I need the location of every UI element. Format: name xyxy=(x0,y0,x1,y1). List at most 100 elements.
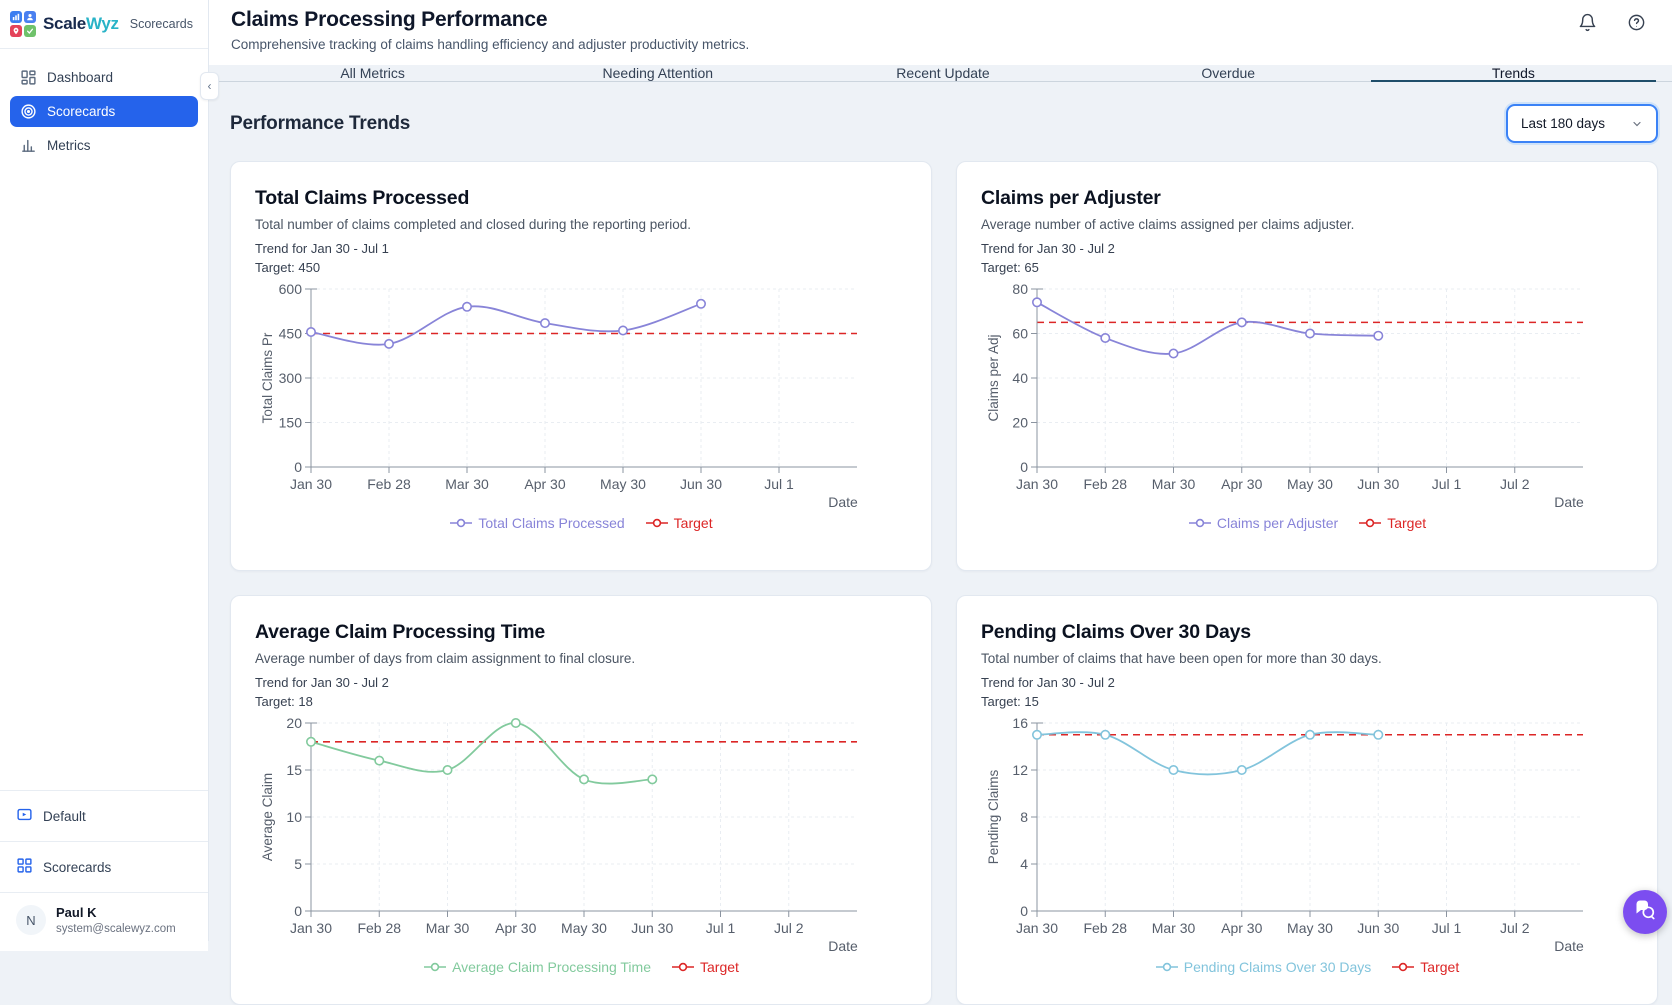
sidebar-item-label: Scorecards xyxy=(47,104,116,119)
legend-item-series[interactable]: Average Claim Processing Time xyxy=(423,959,651,975)
svg-text:0: 0 xyxy=(294,459,302,475)
svg-text:Date: Date xyxy=(828,938,858,954)
legend-item-target[interactable]: Target xyxy=(1358,515,1426,531)
chart-trend-range: Trend for Jan 30 - Jul 2 xyxy=(255,675,389,690)
svg-text:150: 150 xyxy=(279,415,303,431)
svg-text:15: 15 xyxy=(286,762,302,778)
legend-item-target[interactable]: Target xyxy=(645,515,713,531)
legend-item-series[interactable]: Total Claims Processed xyxy=(449,515,625,531)
line-chart[interactable]: 0 4 8 12 16 Jan 30 Feb 28 Mar 30 Apr 30 May 30 Jun… xyxy=(981,715,1633,957)
tab-trends[interactable]: Trends xyxy=(1370,65,1657,82)
svg-text:Jul 1: Jul 1 xyxy=(706,920,736,936)
svg-text:20: 20 xyxy=(286,715,302,731)
main-area: Claims Processing Performance Comprehens… xyxy=(209,0,1672,1005)
logo-tile-barchart-icon xyxy=(10,11,22,23)
chart-target-value: Target: 18 xyxy=(255,694,313,709)
sidebar: ScaleWyz Scorecards Dashboard Scorecards xyxy=(0,0,209,951)
legend-item-series[interactable]: Pending Claims Over 30 Days xyxy=(1155,959,1371,975)
svg-text:Date: Date xyxy=(1554,494,1584,510)
svg-text:5: 5 xyxy=(294,856,302,872)
tab-recent-update[interactable]: Recent Update xyxy=(896,65,990,81)
target-icon xyxy=(20,103,37,120)
workspace-label: Default xyxy=(43,808,86,824)
chart-trend-range: Trend for Jan 30 - Jul 1 xyxy=(255,241,389,256)
svg-text:Jan 30: Jan 30 xyxy=(290,920,332,936)
chart-description: Total number of claims completed and clo… xyxy=(255,217,691,232)
chart-trend-range: Trend for Jan 30 - Jul 2 xyxy=(981,241,1115,256)
svg-text:Jul 2: Jul 2 xyxy=(774,920,804,936)
help-icon[interactable] xyxy=(1627,13,1646,32)
svg-text:May 30: May 30 xyxy=(600,476,646,492)
svg-text:Date: Date xyxy=(828,494,858,510)
svg-text:450: 450 xyxy=(279,326,303,342)
logo-tile-pin-icon xyxy=(10,25,22,37)
metrics-tab-bar: All Metrics Needing Attention Recent Upd… xyxy=(209,65,1672,82)
legend-item-target[interactable]: Target xyxy=(1391,959,1459,975)
tab-all-metrics[interactable]: All Metrics xyxy=(340,65,405,81)
svg-text:0: 0 xyxy=(1020,903,1028,919)
svg-text:Jun 30: Jun 30 xyxy=(1357,476,1399,492)
svg-text:0: 0 xyxy=(294,903,302,919)
sidebar-nav: Dashboard Scorecards Metrics xyxy=(0,49,208,161)
svg-text:Feb 28: Feb 28 xyxy=(357,920,401,936)
line-chart[interactable]: 0 20 40 60 80 Jan 30 Feb 28 Mar 30 Apr 30 May 30 J… xyxy=(981,281,1633,513)
sidebar-item-metrics[interactable]: Metrics xyxy=(10,130,198,161)
avatar: N xyxy=(16,905,46,935)
tab-needing-attention[interactable]: Needing Attention xyxy=(602,65,714,81)
line-chart[interactable]: 0 150 300 450 600 Jan 30 Feb 28 Mar 30 Apr 30 May… xyxy=(255,281,907,513)
svg-text:Pending Claims: Pending Claims xyxy=(986,769,1001,864)
svg-text:10: 10 xyxy=(286,809,302,825)
legend-item-target[interactable]: Target xyxy=(671,959,739,975)
svg-text:Jul 2: Jul 2 xyxy=(1500,476,1530,492)
sidebar-item-scorecards[interactable]: Scorecards xyxy=(10,96,198,127)
chart-target-value: Target: 65 xyxy=(981,260,1039,275)
tab-overdue[interactable]: Overdue xyxy=(1201,65,1256,81)
workspace-selector[interactable]: Default xyxy=(0,790,208,841)
chart-card-avg-processing-time: Average Claim Processing Time Average nu… xyxy=(230,595,932,1005)
svg-text:12: 12 xyxy=(1012,762,1028,778)
user-menu[interactable]: N Paul K system@scalewyz.com xyxy=(0,892,208,951)
svg-text:Apr 30: Apr 30 xyxy=(495,920,536,936)
svg-text:Date: Date xyxy=(1554,938,1584,954)
charts-grid: Total Claims Processed Total number of c… xyxy=(230,161,1658,1005)
svg-text:Apr 30: Apr 30 xyxy=(524,476,565,492)
date-range-select[interactable]: Last 180 days xyxy=(1505,104,1658,143)
svg-text:0: 0 xyxy=(1020,459,1028,475)
legend-item-series[interactable]: Claims per Adjuster xyxy=(1188,515,1338,531)
svg-text:Jun 30: Jun 30 xyxy=(1357,920,1399,936)
section-title: Performance Trends xyxy=(230,112,411,134)
scalewyz-logo-icon xyxy=(10,11,36,37)
bar-chart-icon xyxy=(20,137,37,154)
svg-text:60: 60 xyxy=(1012,326,1028,342)
svg-text:May 30: May 30 xyxy=(1287,920,1333,936)
chart-description: Average number of days from claim assign… xyxy=(255,651,636,666)
notifications-icon[interactable] xyxy=(1578,13,1597,32)
svg-text:May 30: May 30 xyxy=(561,920,607,936)
chevron-left-icon: ‹ xyxy=(207,79,212,93)
svg-text:Apr 30: Apr 30 xyxy=(1221,476,1262,492)
user-name: Paul K xyxy=(56,905,97,920)
svg-text:4: 4 xyxy=(1020,856,1028,872)
svg-text:Feb 28: Feb 28 xyxy=(367,476,411,492)
line-chart[interactable]: 0 5 10 15 20 Jan 30 Feb 28 Mar 30 Apr 30 May 30 Ju… xyxy=(255,715,907,957)
chart-legend: Average Claim Processing Time Target xyxy=(255,959,907,975)
svg-text:Mar 30: Mar 30 xyxy=(445,476,489,492)
chart-card-claims-per-adjuster: Claims per Adjuster Average number of ac… xyxy=(956,161,1658,571)
sidebar-collapse-button[interactable]: ‹ xyxy=(200,72,219,100)
bottom-nav-scorecards[interactable]: Scorecards xyxy=(0,841,208,892)
chart-title: Average Claim Processing Time xyxy=(255,621,546,643)
logo-suffix: Scorecards xyxy=(129,17,193,31)
svg-text:Apr 30: Apr 30 xyxy=(1221,920,1262,936)
page-header: Claims Processing Performance Comprehens… xyxy=(209,0,1672,65)
sidebar-item-dashboard[interactable]: Dashboard xyxy=(10,62,198,93)
trends-header-row: Performance Trends Last 180 days xyxy=(230,104,1658,143)
chart-legend: Pending Claims Over 30 Days Target xyxy=(981,959,1633,975)
svg-text:Feb 28: Feb 28 xyxy=(1083,476,1127,492)
svg-text:Total Claims Pr: Total Claims Pr xyxy=(260,332,275,423)
svg-text:20: 20 xyxy=(1012,415,1028,431)
svg-text:Feb 28: Feb 28 xyxy=(1083,920,1127,936)
header-icons xyxy=(1578,13,1646,32)
grid-icon xyxy=(16,857,33,877)
chat-widget-button[interactable] xyxy=(1623,890,1667,934)
